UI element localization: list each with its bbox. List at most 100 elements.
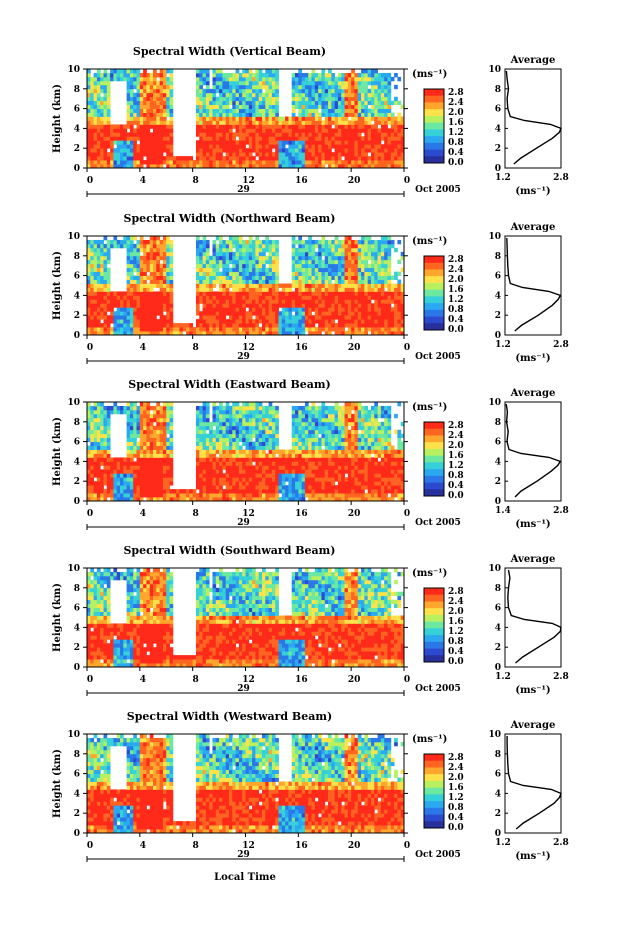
colorbar-segment: [424, 655, 444, 663]
colorbar-tick-label: 2.8: [448, 255, 464, 265]
average-y-tick-label: 2: [495, 809, 501, 819]
x-tick-label: 12: [242, 509, 255, 519]
colorbar-tick-label: 1.6: [448, 617, 464, 627]
colorbar-segment: [424, 115, 444, 123]
colorbar-segment: [424, 422, 444, 430]
average-y-tick-label: 4: [495, 124, 501, 134]
colorbar-tick-label: 1.6: [448, 783, 464, 793]
colorbar-segment: [424, 455, 444, 463]
average-y-tick-label: 0: [495, 331, 501, 341]
x-tick-label: 20: [348, 675, 361, 685]
colorbar-segment: [424, 89, 444, 97]
date-marker: 29: [237, 352, 250, 362]
colorbar-tick-label: 1.2: [448, 793, 464, 803]
average-profile-line: [507, 569, 562, 664]
x-tick-label: 20: [348, 176, 361, 186]
average-y-tick-label: 2: [495, 144, 501, 154]
colorbar-unit: (ms⁻¹): [412, 568, 447, 579]
colorbar-tick-label: 1.2: [448, 461, 464, 471]
colorbar-tick-label: 2.8: [448, 88, 464, 98]
date-label: Oct 2005: [415, 684, 461, 694]
x-tick-label: 0: [87, 176, 93, 186]
date-marker: 29: [237, 185, 250, 195]
date-label: Oct 2005: [415, 850, 461, 860]
colorbar-segment: [424, 621, 444, 629]
x-tick-label: 0: [404, 343, 410, 353]
colorbar-unit: (ms⁻¹): [412, 236, 447, 247]
heatmap-cells: [87, 568, 405, 668]
panel-title: Spectral Width (Vertical Beam): [133, 45, 326, 58]
panel-1: Spectral Width (Vertical Beam) 0 2 4 6 8 10 Hei…: [52, 45, 569, 197]
y-axis-label: Height (km): [52, 84, 63, 153]
average-profile-line: [505, 70, 562, 165]
x-tick-label: 4: [140, 343, 146, 353]
y-tick-label: 6: [74, 105, 80, 115]
average-y-tick-label: 0: [495, 164, 501, 174]
y-tick-label: 10: [67, 564, 80, 574]
colorbar-tick-label: 1.2: [448, 627, 464, 637]
colorbar-segment: [424, 149, 444, 157]
average-y-tick-label: 6: [495, 438, 501, 448]
x-tick-label: 0: [87, 841, 93, 851]
colorbar-tick-label: 0.8: [448, 471, 464, 481]
y-tick-label: 0: [74, 164, 80, 174]
colorbar-tick-label: 1.2: [448, 128, 464, 138]
y-tick-label: 8: [74, 584, 80, 594]
average-y-tick-label: 8: [495, 418, 501, 428]
average-frame: [504, 235, 562, 336]
average-y-tick-label: 0: [495, 663, 501, 673]
colorbar-segment: [424, 801, 444, 809]
average-x-unit-label: (ms⁻¹): [515, 353, 550, 364]
colorbar-segment: [424, 462, 444, 470]
colorbar-tick-label: 2.0: [448, 441, 464, 451]
colorbar-tick-label: 0.0: [448, 325, 464, 335]
y-tick-label: 4: [74, 623, 80, 633]
average-y-tick-label: 2: [495, 643, 501, 653]
average-x-unit-label: (ms⁻¹): [515, 851, 550, 862]
colorbar-tick-label: 0.8: [448, 803, 464, 813]
y-tick-label: 10: [67, 65, 80, 75]
y-tick-label: 10: [67, 232, 80, 242]
average-x-unit-label: (ms⁻¹): [515, 186, 550, 197]
x-tick-label: 4: [140, 841, 146, 851]
colorbar-segment: [424, 594, 444, 602]
y-tick-label: 6: [74, 438, 80, 448]
colorbar-segment: [424, 303, 444, 311]
colorbar-segment: [424, 641, 444, 649]
colorbar-segment: [424, 821, 444, 829]
panel-3: Spectral Width (Eastward Beam) 0 2 4 6 8 10 Hei…: [52, 378, 569, 530]
colorbar-tick-label: 2.4: [448, 265, 464, 275]
average-y-tick-label: 2: [495, 477, 501, 487]
y-tick-label: 10: [67, 730, 80, 740]
colorbar-segment: [424, 475, 444, 483]
colorbar-segment: [424, 289, 444, 297]
colorbar-frame: [423, 587, 445, 663]
average-x-min-label: 1.4: [495, 506, 511, 516]
average-y-tick-label: 10: [488, 232, 501, 242]
x-tick-label: 4: [140, 509, 146, 519]
colorbar-segment: [424, 262, 444, 270]
colorbar-tick-label: 2.4: [448, 597, 464, 607]
average-title: Average: [510, 388, 556, 399]
colorbar-segment: [424, 648, 444, 656]
average-y-tick-label: 4: [495, 291, 501, 301]
average-y-tick-label: 4: [495, 457, 501, 467]
colorbar-tick-label: 1.6: [448, 118, 464, 128]
average-title: Average: [510, 222, 556, 233]
colorbar-segment: [424, 109, 444, 117]
colorbar-tick-label: 2.0: [448, 607, 464, 617]
colorbar-tick-label: 2.0: [448, 773, 464, 783]
colorbar-segment: [424, 156, 444, 164]
colorbar-segment: [424, 428, 444, 436]
colorbar-unit: (ms⁻¹): [412, 402, 447, 413]
colorbar-unit: (ms⁻¹): [412, 734, 447, 745]
average-y-tick-label: 6: [495, 272, 501, 282]
colorbar-tick-label: 0.8: [448, 305, 464, 315]
x-tick-label: 16: [295, 176, 308, 186]
colorbar-segment: [424, 814, 444, 822]
average-y-tick-label: 8: [495, 750, 501, 760]
colorbar-tick-label: 2.8: [448, 753, 464, 763]
colorbar-tick-label: 2.4: [448, 431, 464, 441]
heatmap-cells: [87, 69, 405, 169]
